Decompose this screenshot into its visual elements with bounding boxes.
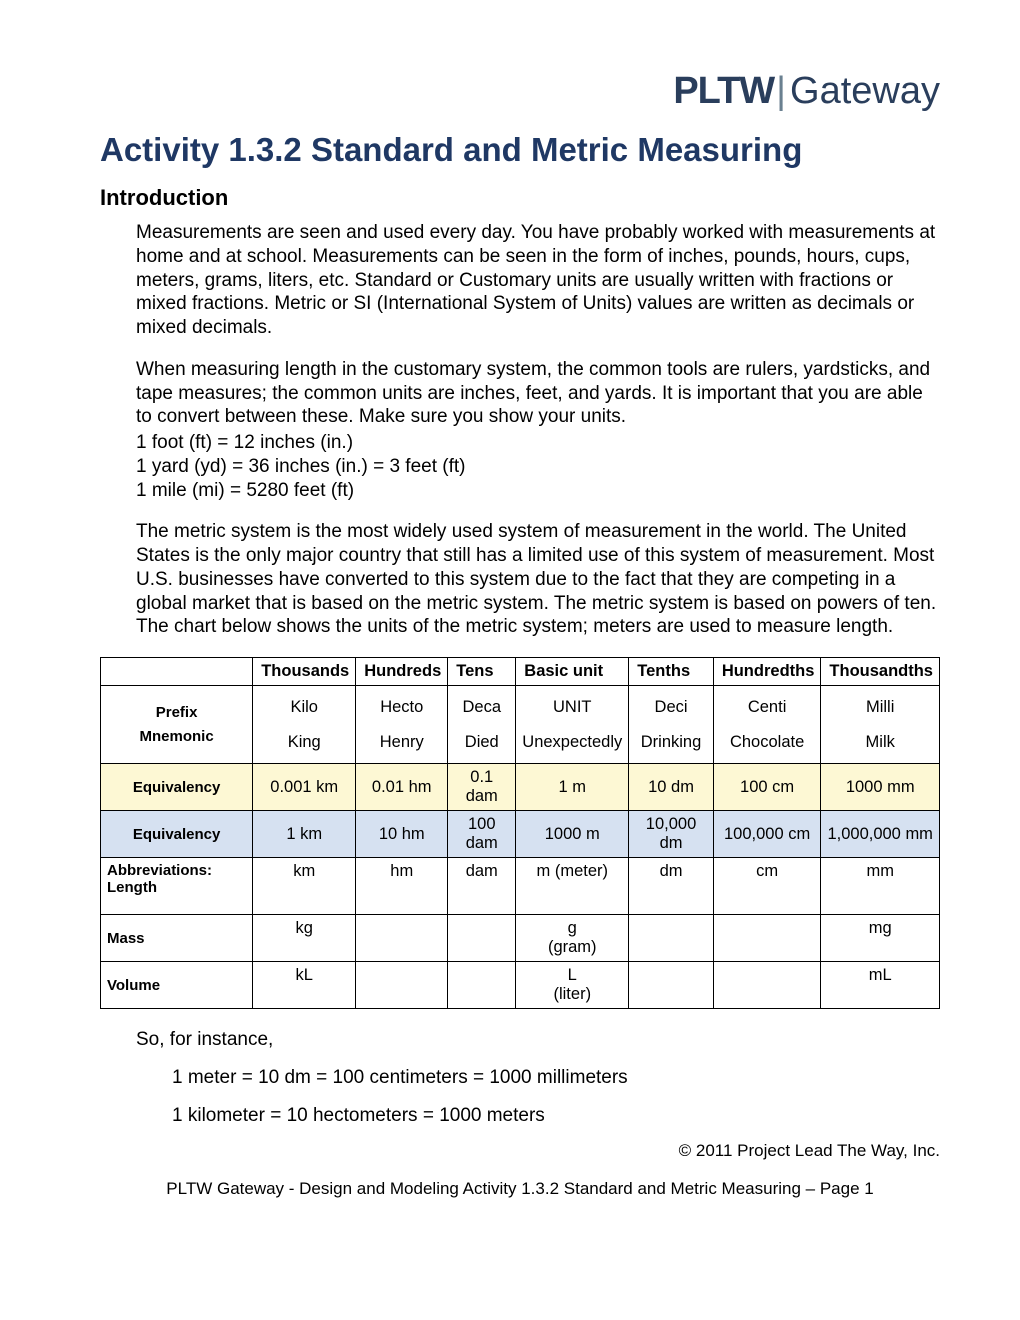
brand-logo: PLTW|Gateway: [100, 70, 940, 113]
mass-2: [448, 915, 516, 962]
section-heading: Introduction: [100, 185, 940, 211]
eq1-hm: 0.01 hm: [356, 764, 448, 811]
logo-brand: PLTW: [673, 70, 774, 112]
cell-milli: MilliMilk: [821, 686, 940, 764]
conversion-list: 1 foot (ft) = 12 inches (in.) 1 yard (yd…: [136, 431, 940, 502]
intro-text: Measurements are seen and used every day…: [136, 221, 940, 429]
mass-row: Mass kg g(gram) mg: [101, 915, 940, 962]
vol-l: L(liter): [516, 962, 629, 1009]
abbr-hm: hm: [356, 858, 448, 915]
eq1-dam: 0.1 dam: [448, 764, 516, 811]
prefix-label: Prefix: [156, 704, 198, 721]
vol-kl: kL: [253, 962, 356, 1009]
paragraph-2: When measuring length in the customary s…: [136, 358, 940, 429]
prefix-mnemonic-row: Prefix Mnemonic KiloKing HectoHenry Deca…: [101, 686, 940, 764]
eq2-label: Equivalency: [101, 811, 253, 858]
th-thousandths: Thousandths: [821, 658, 940, 686]
eq1-m: 1 m: [516, 764, 629, 811]
mass-4: [629, 915, 714, 962]
eq2-dm: 10,000 dm: [629, 811, 714, 858]
eq2-mm: 1,000,000 mm: [821, 811, 940, 858]
th-tenths: Tenths: [629, 658, 714, 686]
abbr-m: m (meter): [516, 858, 629, 915]
cell-kilo: KiloKing: [253, 686, 356, 764]
cell-hecto: HectoHenry: [356, 686, 448, 764]
abbr-label: Abbreviations: Length: [101, 858, 253, 915]
vol-5: [713, 962, 821, 1009]
table-header-row: Thousands Hundreds Tens Basic unit Tenth…: [101, 658, 940, 686]
page-title: Activity 1.3.2 Standard and Metric Measu…: [100, 131, 940, 169]
paragraph-1: Measurements are seen and used every day…: [136, 221, 940, 340]
vol-2: [448, 962, 516, 1009]
eq1-dm: 10 dm: [629, 764, 714, 811]
abbr-dm: dm: [629, 858, 714, 915]
th-blank: [101, 658, 253, 686]
vol-ml: mL: [821, 962, 940, 1009]
metric-intro: The metric system is the most widely use…: [136, 520, 940, 639]
cell-unit: UNITUnexpectedly: [516, 686, 629, 764]
volume-row: Volume kL L(liter) mL: [101, 962, 940, 1009]
abbr-dam: dam: [448, 858, 516, 915]
conversion-yard: 1 yard (yd) = 36 inches (in.) = 3 feet (…: [136, 455, 940, 479]
document-page: PLTW|Gateway Activity 1.3.2 Standard and…: [0, 0, 1020, 1320]
abbr-km: km: [253, 858, 356, 915]
mass-label: Mass: [101, 915, 253, 962]
eq1-label: Equivalency: [101, 764, 253, 811]
eq1-mm: 1000 mm: [821, 764, 940, 811]
th-tens: Tens: [448, 658, 516, 686]
mass-kg: kg: [253, 915, 356, 962]
eq1-km: 0.001 km: [253, 764, 356, 811]
th-thousands: Thousands: [253, 658, 356, 686]
equivalency-row-1: Equivalency 0.001 km 0.01 hm 0.1 dam 1 m…: [101, 764, 940, 811]
eq2-hm: 10 hm: [356, 811, 448, 858]
example-kilometer: 1 kilometer = 10 hectometers = 1000 mete…: [172, 1105, 940, 1127]
footer-text: PLTW Gateway - Design and Modeling Activ…: [100, 1179, 940, 1199]
vol-1: [356, 962, 448, 1009]
th-basic: Basic unit: [516, 658, 629, 686]
cell-deca: DecaDied: [448, 686, 516, 764]
eq2-m: 1000 m: [516, 811, 629, 858]
eq2-cm: 100,000 cm: [713, 811, 821, 858]
abbr-length-row: Abbreviations: Length km hm dam m (meter…: [101, 858, 940, 915]
conversion-foot: 1 foot (ft) = 12 inches (in.): [136, 431, 940, 455]
conversion-mile: 1 mile (mi) = 5280 feet (ft): [136, 479, 940, 503]
cell-centi: CentiChocolate: [713, 686, 821, 764]
eq1-cm: 100 cm: [713, 764, 821, 811]
copyright-text: © 2011 Project Lead The Way, Inc.: [100, 1141, 940, 1161]
abbr-mm: mm: [821, 858, 940, 915]
row-label-prefix-mnemonic: Prefix Mnemonic: [101, 686, 253, 764]
eq2-dam: 100 dam: [448, 811, 516, 858]
mass-1: [356, 915, 448, 962]
abbr-cm: cm: [713, 858, 821, 915]
vol-label: Volume: [101, 962, 253, 1009]
cell-deci: DeciDrinking: [629, 686, 714, 764]
logo-divider: |: [776, 70, 786, 112]
mass-5: [713, 915, 821, 962]
logo-product: Gateway: [790, 70, 940, 112]
so-for-instance: So, for instance,: [136, 1029, 940, 1051]
mnemonic-label: Mnemonic: [140, 728, 214, 745]
th-hundreds: Hundreds: [356, 658, 448, 686]
th-hundredths: Hundredths: [713, 658, 821, 686]
paragraph-3: The metric system is the most widely use…: [136, 520, 940, 639]
equivalency-row-2: Equivalency 1 km 10 hm 100 dam 1000 m 10…: [101, 811, 940, 858]
metric-table: Thousands Hundreds Tens Basic unit Tenth…: [100, 657, 940, 1009]
eq2-km: 1 km: [253, 811, 356, 858]
mass-mg: mg: [821, 915, 940, 962]
example-meter: 1 meter = 10 dm = 100 centimeters = 1000…: [172, 1067, 940, 1089]
vol-4: [629, 962, 714, 1009]
mass-g: g(gram): [516, 915, 629, 962]
